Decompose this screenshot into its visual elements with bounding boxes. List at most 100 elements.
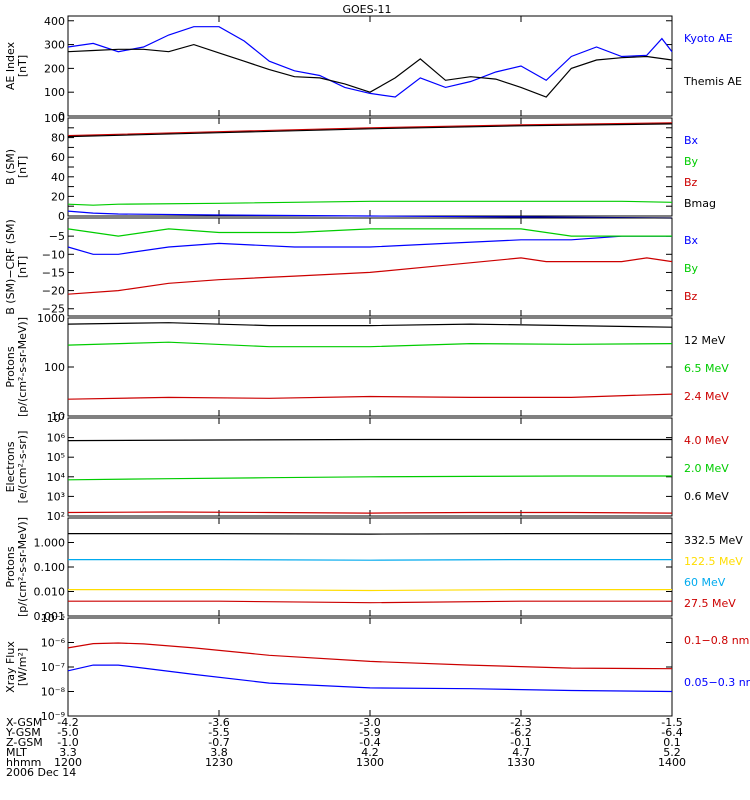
y-tick-label: 300 — [44, 39, 65, 52]
series-line-kyoto-ae — [67, 26, 673, 98]
legend-label: 12 MeV — [684, 334, 726, 347]
footer-row-label: Z-GSM — [6, 736, 43, 749]
legend-label: Bmag — [684, 197, 716, 210]
legend-label: Kyoto AE — [684, 32, 733, 45]
series-line-bz — [67, 122, 673, 137]
footer-value: -4.2 — [57, 716, 78, 729]
y-tick-label: 80 — [51, 132, 65, 145]
footer-value: -0.4 — [359, 736, 380, 749]
legend-label: 0.6 MeV — [684, 490, 729, 503]
legend-label: By — [684, 262, 699, 275]
legend-label: 122.5 MeV — [684, 555, 743, 568]
series-line-2-0-mev — [67, 475, 672, 481]
panel-5: 10² 10³ 10⁴ 10⁵ 10⁶ 10⁷ Electrons [e/(cm²-s-sr)… — [4, 412, 729, 523]
series-line-60-mev — [68, 558, 672, 561]
y-tick-label: 400 — [44, 15, 65, 28]
y-tick-label: 100 — [44, 112, 65, 125]
orbit-footer-table: X-GSM -4.2 -3.6 -3.0 -2.3 -1.5 Y-GSM -5.0 -5.5 -5… — [5, 716, 686, 779]
panel-frame — [67, 217, 673, 317]
y-tick-label: 10⁻⁵ — [41, 612, 65, 625]
footer-value: -5.9 — [359, 726, 380, 739]
y-axis-label: [nT] — [16, 55, 29, 77]
series-line-2-4-mev — [67, 393, 673, 400]
legend-label: Bz — [684, 290, 698, 303]
legend-label: 332.5 MeV — [684, 534, 743, 547]
y-tick-label: 0.100 — [34, 561, 66, 574]
legend-label: 2.0 MeV — [684, 462, 729, 475]
footer-value: 1400 — [658, 756, 686, 769]
y-tick-label: 200 — [44, 62, 65, 75]
y-tick-label: 10⁷ — [47, 412, 65, 425]
footer-row-label: MLT — [6, 746, 27, 759]
y-tick-label: −25 — [42, 303, 65, 316]
series-line-bmag — [67, 123, 673, 138]
y-axis-label: B (SM) — [4, 149, 17, 185]
series-line-bx — [67, 235, 672, 255]
y-tick-label: −10 — [42, 248, 65, 261]
y-tick-label: 10⁻⁶ — [41, 637, 66, 650]
legend-label: 4.0 MeV — [684, 434, 729, 447]
y-tick-label: 100 — [44, 86, 65, 99]
y-axis-label: [e/(cm²-s-sr)] — [16, 431, 29, 504]
y-axis-label: [nT] — [16, 156, 29, 178]
y-axis-label: [p/(cm²-s-sr-MeV)] — [16, 517, 29, 617]
y-tick-label: 10⁵ — [47, 451, 65, 464]
y-tick-label: 10 — [51, 410, 65, 423]
panel-2: 0 20 40 60 80 100 B (SM) [nT] Bx By Bz Bmag — [4, 112, 716, 223]
legend-label: 0.1−0.8 nm — [684, 634, 749, 647]
series-line-122-5-mev — [68, 588, 672, 592]
footer-value: -0.1 — [510, 736, 531, 749]
y-axis-label: [p/(cm²-s-sr-MeV)] — [16, 317, 29, 417]
footer-value: 5.2 — [663, 746, 681, 759]
y-tick-label: −20 — [42, 285, 65, 298]
series-line-bz — [67, 257, 673, 295]
series-line-by — [67, 228, 672, 237]
y-tick-label: 10⁻⁷ — [41, 661, 65, 674]
y-tick-label: 10² — [47, 510, 65, 523]
legend-label: 0.05−0.3 nm — [684, 676, 750, 689]
footer-value: -0.7 — [208, 736, 229, 749]
footer-value: -5.0 — [57, 726, 78, 739]
legend-label: Bx — [684, 134, 699, 147]
chart-title: GOES-11 — [342, 3, 391, 16]
series-line-6-5-mev — [67, 341, 673, 348]
series-line-27-5-mev — [68, 600, 672, 604]
footer-value: 4.2 — [361, 746, 379, 759]
y-tick-label: 0.001 — [34, 610, 66, 623]
footer-value: 1330 — [507, 756, 535, 769]
y-axis-label: Protons — [4, 346, 17, 387]
legend-label: 6.5 MeV — [684, 362, 729, 375]
y-tick-label: 40 — [51, 171, 65, 184]
series-line-4-0-mev — [67, 511, 673, 514]
y-tick-label: −5 — [49, 230, 65, 243]
footer-value: -6.4 — [661, 726, 682, 739]
footer-value: 1300 — [356, 756, 384, 769]
series-line-0-05-0-3-nm — [67, 664, 673, 693]
panel-6: 0.001 0.010 0.100 1.000 Protons [p/(cm²-s-sr-… — [4, 517, 743, 623]
series-line-by — [67, 200, 673, 206]
y-axis-label: Xray Flux — [4, 641, 17, 693]
footer-value: 3.8 — [210, 746, 228, 759]
y-tick-label: 0 — [58, 210, 65, 223]
y-axis-label: [W/m²] — [16, 648, 29, 686]
footer-value: 0.1 — [663, 736, 681, 749]
y-tick-label: 1000 — [37, 312, 65, 325]
series-line-themis-ae — [67, 43, 673, 98]
panel-frame — [67, 317, 673, 417]
panel-frame — [67, 617, 673, 717]
footer-date: 2006 Dec 14 — [6, 766, 76, 779]
y-tick-label: 10³ — [47, 490, 65, 503]
panel-4: 10 100 1000 Protons [p/(cm²-s-sr-MeV)] 12 MeV… — [4, 312, 729, 423]
legend-label: 60 MeV — [684, 576, 726, 589]
panel-3: −25 −20 −15 −10 −5 B (SM)−CRF (SM) [nT] Bx By Bz — [4, 217, 699, 317]
series-line-0-6-mev — [67, 438, 672, 442]
legend-label: Bz — [684, 176, 698, 189]
y-tick-label: 10⁻⁹ — [41, 710, 65, 723]
footer-row-label: X-GSM — [6, 716, 42, 729]
footer-value: 1200 — [54, 756, 82, 769]
y-tick-label: 100 — [44, 361, 65, 374]
y-axis-label: AE Index — [4, 41, 17, 90]
